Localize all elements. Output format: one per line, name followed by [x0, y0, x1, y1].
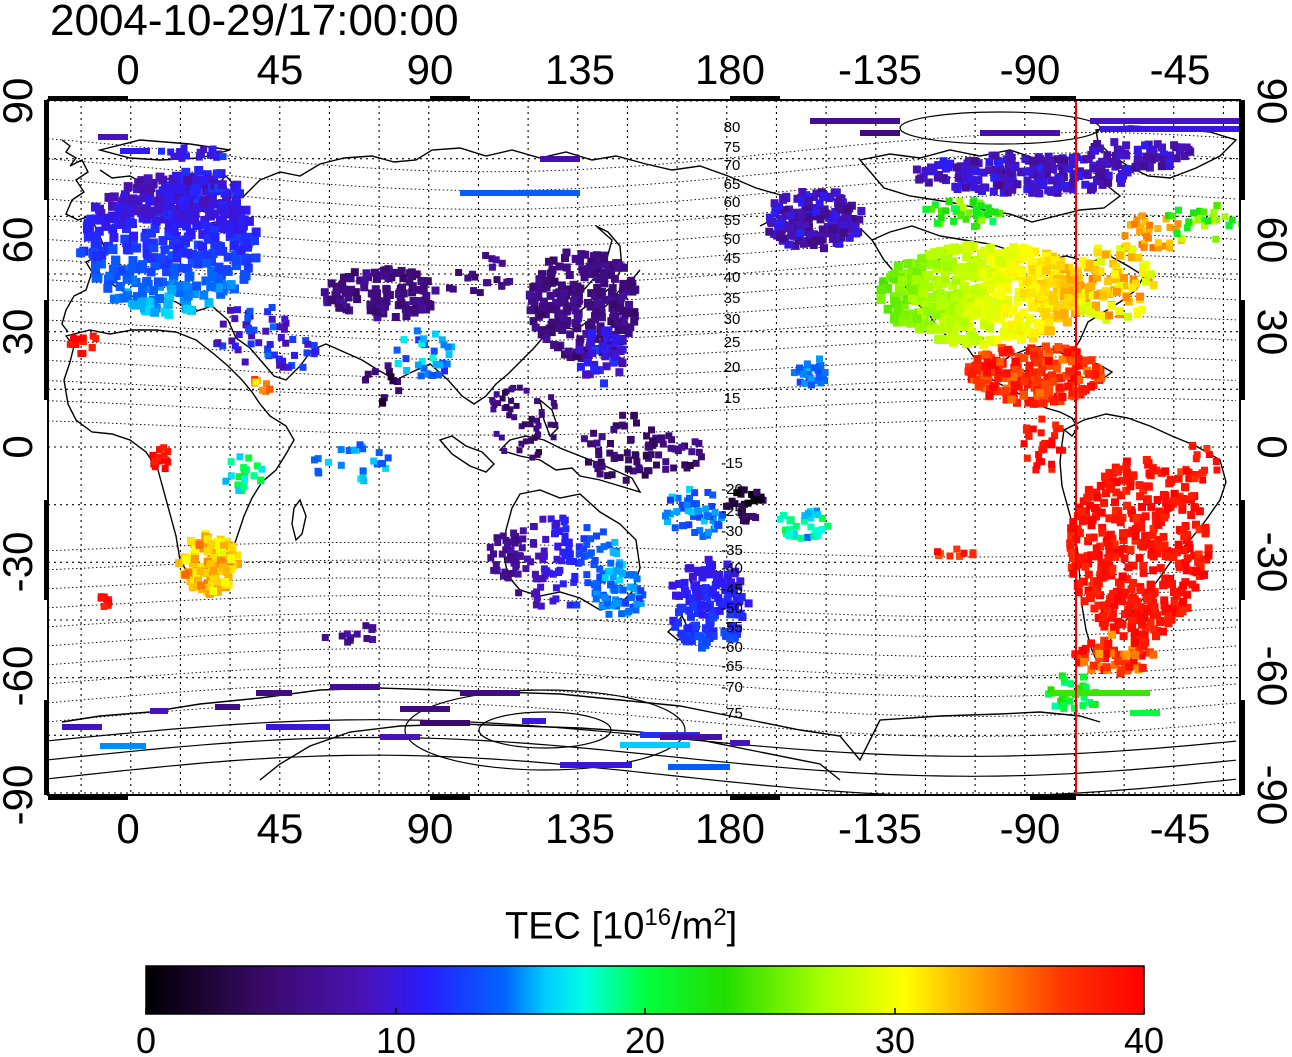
y-tick-label-right: -60 — [1249, 646, 1292, 707]
contour-label: -35 — [721, 542, 743, 559]
contour-label: -15 — [721, 455, 743, 472]
contour-label: 60 — [724, 194, 741, 211]
map-frame — [47, 99, 1241, 796]
contour-label: 15 — [724, 390, 741, 407]
contour-label: 40 — [724, 269, 741, 286]
y-tick-label-right: -30 — [1249, 532, 1292, 593]
x-tick-label-bottom: 0 — [116, 805, 139, 852]
x-tick-label-bottom: 90 — [407, 805, 454, 852]
x-tick-label-top: 90 — [407, 46, 454, 93]
contour-label: -25 — [721, 503, 743, 520]
y-tick-label-right: 0 — [1249, 435, 1292, 458]
y-tick-label-left: 0 — [0, 435, 41, 458]
colorbar-tick-label: 20 — [625, 1020, 665, 1057]
colorbar-tick-label: 10 — [376, 1020, 416, 1057]
tec-colorbar: 0 10 20 30 40 — [136, 965, 1164, 1057]
contour-label: 50 — [724, 231, 741, 248]
contour-label: -50 — [721, 600, 743, 617]
colorbar-tick-label: 40 — [1124, 1020, 1164, 1057]
x-tick-label-top: -90 — [1000, 46, 1061, 93]
contour-label: 25 — [724, 334, 741, 351]
y-tick-label-right: 60 — [1249, 217, 1292, 264]
frame-tick-bars — [44, 96, 1245, 800]
y-tick-label-right: 30 — [1249, 309, 1292, 356]
contour-label: -40 — [721, 560, 743, 577]
contour-label: 20 — [724, 359, 741, 376]
contour-label: -60 — [721, 639, 743, 656]
contour-label: 45 — [724, 250, 741, 267]
colorbar-tick-label: 30 — [875, 1020, 915, 1057]
x-tick-label-bottom: -45 — [1150, 805, 1211, 852]
colorbar-title: TEC [1016/m2] — [505, 904, 738, 948]
map-timestamp-title: 2004-10-29/17:00:00 — [50, 0, 459, 45]
contour-label: -30 — [721, 523, 743, 540]
x-tick-label-bottom: 180 — [695, 805, 765, 852]
axis-tick-labels: 0 45 90 135 180 -135 -90 -450 45 90 135 180 -135 -90-… — [0, 46, 1292, 852]
y-tick-label-left: -60 — [0, 646, 41, 707]
contour-label: 80 — [724, 119, 741, 136]
x-tick-label-top: -135 — [838, 46, 922, 93]
contour-label: 35 — [724, 290, 741, 307]
x-tick-label-top: -45 — [1150, 46, 1211, 93]
contour-label: 65 — [724, 176, 741, 193]
y-tick-label-left: 30 — [0, 309, 41, 356]
y-tick-label-left: -90 — [0, 765, 41, 826]
x-tick-label-bottom: 45 — [257, 805, 304, 852]
contour-label: -70 — [721, 679, 743, 696]
x-tick-label-top: 0 — [116, 46, 139, 93]
contour-label: -55 — [721, 619, 743, 636]
contour-label: 30 — [724, 311, 741, 328]
contour-label: 55 — [724, 212, 741, 229]
contour-label: -65 — [721, 658, 743, 675]
x-tick-label-bottom: -90 — [1000, 805, 1061, 852]
contour-label: -45 — [721, 581, 743, 598]
contour-label: -75 — [721, 705, 743, 722]
contour-label: 75 — [724, 139, 741, 156]
colorbar-gradient — [145, 965, 1145, 1015]
tec-data-layer — [62, 118, 1240, 770]
y-tick-label-left: -30 — [0, 532, 41, 593]
x-tick-label-bottom: -135 — [838, 805, 922, 852]
x-tick-label-top: 135 — [545, 46, 615, 93]
x-tick-label-bottom: 135 — [545, 805, 615, 852]
tec-world-map: 0 45 90 135 180 -135 -90 -450 45 90 135 180 -135 -90-… — [0, 46, 1292, 852]
x-tick-label-top: 45 — [257, 46, 304, 93]
y-tick-label-right: -90 — [1249, 765, 1292, 826]
contour-label: 70 — [724, 157, 741, 174]
x-tick-label-top: 180 — [695, 46, 765, 93]
contour-label: -20 — [721, 481, 743, 498]
y-tick-label-left: 60 — [0, 217, 41, 264]
y-tick-label-right: 90 — [1249, 78, 1292, 125]
y-tick-label-left: 90 — [0, 78, 41, 125]
colorbar-tick-label: 0 — [136, 1020, 156, 1057]
